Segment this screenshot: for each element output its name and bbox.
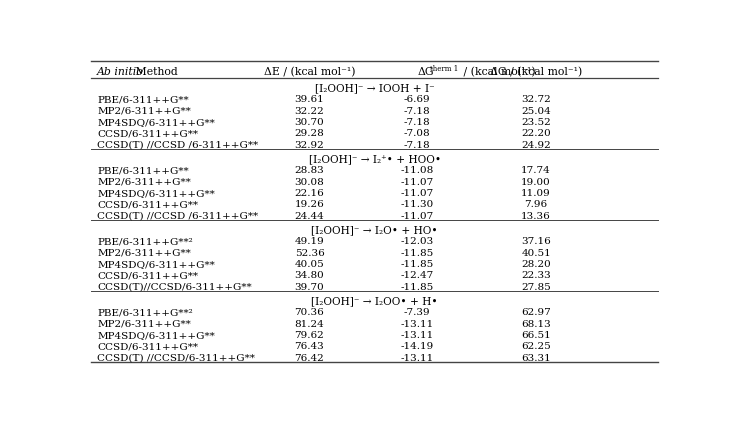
Text: 29.28: 29.28 bbox=[295, 129, 325, 138]
Text: -7.18: -7.18 bbox=[404, 118, 431, 127]
Text: CCSD(T)//CCSD/6-311++G**: CCSD(T)//CCSD/6-311++G** bbox=[97, 282, 251, 291]
Text: 62.25: 62.25 bbox=[521, 341, 551, 350]
Text: [I₂OOH]⁻ → I₂O• + HO•: [I₂OOH]⁻ → I₂O• + HO• bbox=[311, 225, 438, 235]
Text: MP4SDQ/6-311++G**: MP4SDQ/6-311++G** bbox=[97, 330, 215, 339]
Text: 63.31: 63.31 bbox=[521, 353, 551, 362]
Text: -11.85: -11.85 bbox=[401, 282, 433, 291]
Text: 28.83: 28.83 bbox=[295, 166, 325, 175]
Text: 39.61: 39.61 bbox=[295, 95, 325, 104]
Text: -13.11: -13.11 bbox=[401, 330, 433, 339]
Text: -7.39: -7.39 bbox=[404, 307, 431, 316]
Text: CCSD/6-311++G**: CCSD/6-311++G** bbox=[97, 341, 198, 350]
Text: 39.70: 39.70 bbox=[295, 282, 325, 291]
Text: -11.85: -11.85 bbox=[401, 248, 433, 257]
Text: -11.07: -11.07 bbox=[401, 189, 433, 197]
Text: -11.85: -11.85 bbox=[401, 259, 433, 268]
Text: 32.72: 32.72 bbox=[521, 95, 551, 104]
Text: ΔE / (kcal mol⁻¹): ΔE / (kcal mol⁻¹) bbox=[264, 67, 355, 77]
Text: 81.24: 81.24 bbox=[295, 319, 325, 328]
Text: 76.42: 76.42 bbox=[295, 353, 325, 362]
Text: 66.51: 66.51 bbox=[521, 330, 551, 339]
Text: 32.92: 32.92 bbox=[295, 141, 325, 149]
Text: CCSD(T) //CCSD /6-311++G**: CCSD(T) //CCSD /6-311++G** bbox=[97, 211, 258, 220]
Text: ΔG: ΔG bbox=[417, 67, 433, 77]
Text: [I₂OOH]⁻ → I₂OO• + H•: [I₂OOH]⁻ → I₂OO• + H• bbox=[311, 296, 438, 306]
Text: -12.03: -12.03 bbox=[401, 237, 433, 246]
Text: 76.43: 76.43 bbox=[295, 341, 325, 350]
Text: -13.11: -13.11 bbox=[401, 353, 433, 362]
Text: -11.30: -11.30 bbox=[401, 200, 433, 209]
Text: MP4SDQ/6-311++G**: MP4SDQ/6-311++G** bbox=[97, 118, 215, 127]
Text: 19.00: 19.00 bbox=[521, 177, 551, 186]
Text: 49.19: 49.19 bbox=[295, 237, 325, 246]
Text: Method: Method bbox=[132, 67, 178, 77]
Text: 62.97: 62.97 bbox=[521, 307, 551, 316]
Text: 7.96: 7.96 bbox=[525, 200, 548, 209]
Text: PBE/6-311++G**²: PBE/6-311++G**² bbox=[97, 237, 193, 246]
Text: PBE/6-311++G**: PBE/6-311++G** bbox=[97, 95, 189, 104]
Text: PBE/6-311++G**²: PBE/6-311++G**² bbox=[97, 307, 193, 316]
Text: -13.11: -13.11 bbox=[401, 319, 433, 328]
Text: MP2/6-311++G**: MP2/6-311++G** bbox=[97, 319, 191, 328]
Text: CCSD(T) //CCSD/6-311++G**: CCSD(T) //CCSD/6-311++G** bbox=[97, 353, 255, 362]
Text: [I₂OOH]⁻ → I₂⁺• + HOO•: [I₂OOH]⁻ → I₂⁺• + HOO• bbox=[308, 154, 441, 164]
Text: 32.22: 32.22 bbox=[295, 106, 325, 115]
Text: therm 1: therm 1 bbox=[430, 65, 458, 73]
Text: 23.52: 23.52 bbox=[521, 118, 551, 127]
Text: 25.04: 25.04 bbox=[521, 106, 551, 115]
Text: Ab initio: Ab initio bbox=[97, 67, 144, 77]
Text: / (kcal mol⁻¹): / (kcal mol⁻¹) bbox=[461, 67, 536, 77]
Text: CCSD(T) //CCSD /6-311++G**: CCSD(T) //CCSD /6-311++G** bbox=[97, 141, 258, 149]
Text: CCSD/6-311++G**: CCSD/6-311++G** bbox=[97, 271, 198, 280]
Text: 70.36: 70.36 bbox=[295, 307, 325, 316]
Text: CCSD/6-311++G**: CCSD/6-311++G** bbox=[97, 200, 198, 209]
Text: -11.07: -11.07 bbox=[401, 177, 433, 186]
Text: 52.36: 52.36 bbox=[295, 248, 325, 257]
Text: 30.08: 30.08 bbox=[295, 177, 325, 186]
Text: ΔG / (kcal mol⁻¹): ΔG / (kcal mol⁻¹) bbox=[490, 67, 582, 77]
Text: 13.36: 13.36 bbox=[521, 211, 551, 220]
Text: -7.18: -7.18 bbox=[404, 141, 431, 149]
Text: 11.09: 11.09 bbox=[521, 189, 551, 197]
Text: 34.80: 34.80 bbox=[295, 271, 325, 280]
Text: 17.74: 17.74 bbox=[521, 166, 551, 175]
Text: -14.19: -14.19 bbox=[401, 341, 433, 350]
Text: 40.51: 40.51 bbox=[521, 248, 551, 257]
Text: 30.70: 30.70 bbox=[295, 118, 325, 127]
Text: 22.33: 22.33 bbox=[521, 271, 551, 280]
Text: MP4SDQ/6-311++G**: MP4SDQ/6-311++G** bbox=[97, 189, 215, 197]
Text: CCSD/6-311++G**: CCSD/6-311++G** bbox=[97, 129, 198, 138]
Text: PBE/6-311++G**: PBE/6-311++G** bbox=[97, 166, 189, 175]
Text: 22.20: 22.20 bbox=[521, 129, 551, 138]
Text: MP2/6-311++G**: MP2/6-311++G** bbox=[97, 106, 191, 115]
Text: -11.08: -11.08 bbox=[401, 166, 433, 175]
Text: MP4SDQ/6-311++G**: MP4SDQ/6-311++G** bbox=[97, 259, 215, 268]
Text: 24.44: 24.44 bbox=[295, 211, 325, 220]
Text: 27.85: 27.85 bbox=[521, 282, 551, 291]
Text: 24.92: 24.92 bbox=[521, 141, 551, 149]
Text: 28.20: 28.20 bbox=[521, 259, 551, 268]
Text: -7.18: -7.18 bbox=[404, 106, 431, 115]
Text: 68.13: 68.13 bbox=[521, 319, 551, 328]
Text: -11.07: -11.07 bbox=[401, 211, 433, 220]
Text: 37.16: 37.16 bbox=[521, 237, 551, 246]
Text: 19.26: 19.26 bbox=[295, 200, 325, 209]
Text: 40.05: 40.05 bbox=[295, 259, 325, 268]
Text: MP2/6-311++G**: MP2/6-311++G** bbox=[97, 177, 191, 186]
Text: [I₂OOH]⁻ → IOOH + I⁻: [I₂OOH]⁻ → IOOH + I⁻ bbox=[315, 83, 434, 93]
Text: -6.69: -6.69 bbox=[404, 95, 431, 104]
Text: 79.62: 79.62 bbox=[295, 330, 325, 339]
Text: -7.08: -7.08 bbox=[404, 129, 431, 138]
Text: -12.47: -12.47 bbox=[401, 271, 433, 280]
Text: MP2/6-311++G**: MP2/6-311++G** bbox=[97, 248, 191, 257]
Text: 22.16: 22.16 bbox=[295, 189, 325, 197]
